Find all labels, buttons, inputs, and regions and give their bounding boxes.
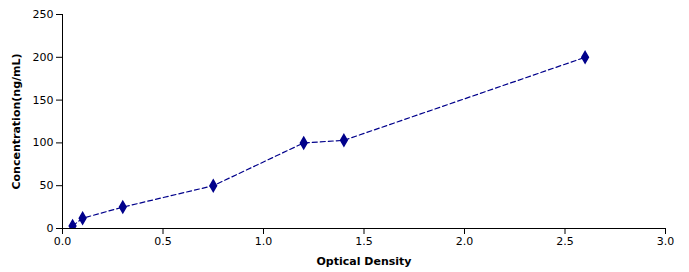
svg-text:3.0: 3.0 <box>657 235 675 248</box>
svg-text:200: 200 <box>33 51 54 64</box>
svg-text:150: 150 <box>33 94 54 107</box>
svg-text:0: 0 <box>47 222 54 235</box>
svg-text:0.5: 0.5 <box>154 235 172 248</box>
svg-text:250: 250 <box>33 8 54 21</box>
svg-text:2.0: 2.0 <box>456 235 474 248</box>
svg-text:Concentration(ng/mL): Concentration(ng/mL) <box>10 53 23 189</box>
svg-text:50: 50 <box>40 179 54 192</box>
svg-text:Optical Density: Optical Density <box>317 255 412 268</box>
svg-text:0.0: 0.0 <box>54 235 72 248</box>
svg-text:100: 100 <box>33 136 54 149</box>
svg-text:2.5: 2.5 <box>556 235 574 248</box>
svg-text:1.0: 1.0 <box>255 235 273 248</box>
svg-text:1.5: 1.5 <box>355 235 373 248</box>
